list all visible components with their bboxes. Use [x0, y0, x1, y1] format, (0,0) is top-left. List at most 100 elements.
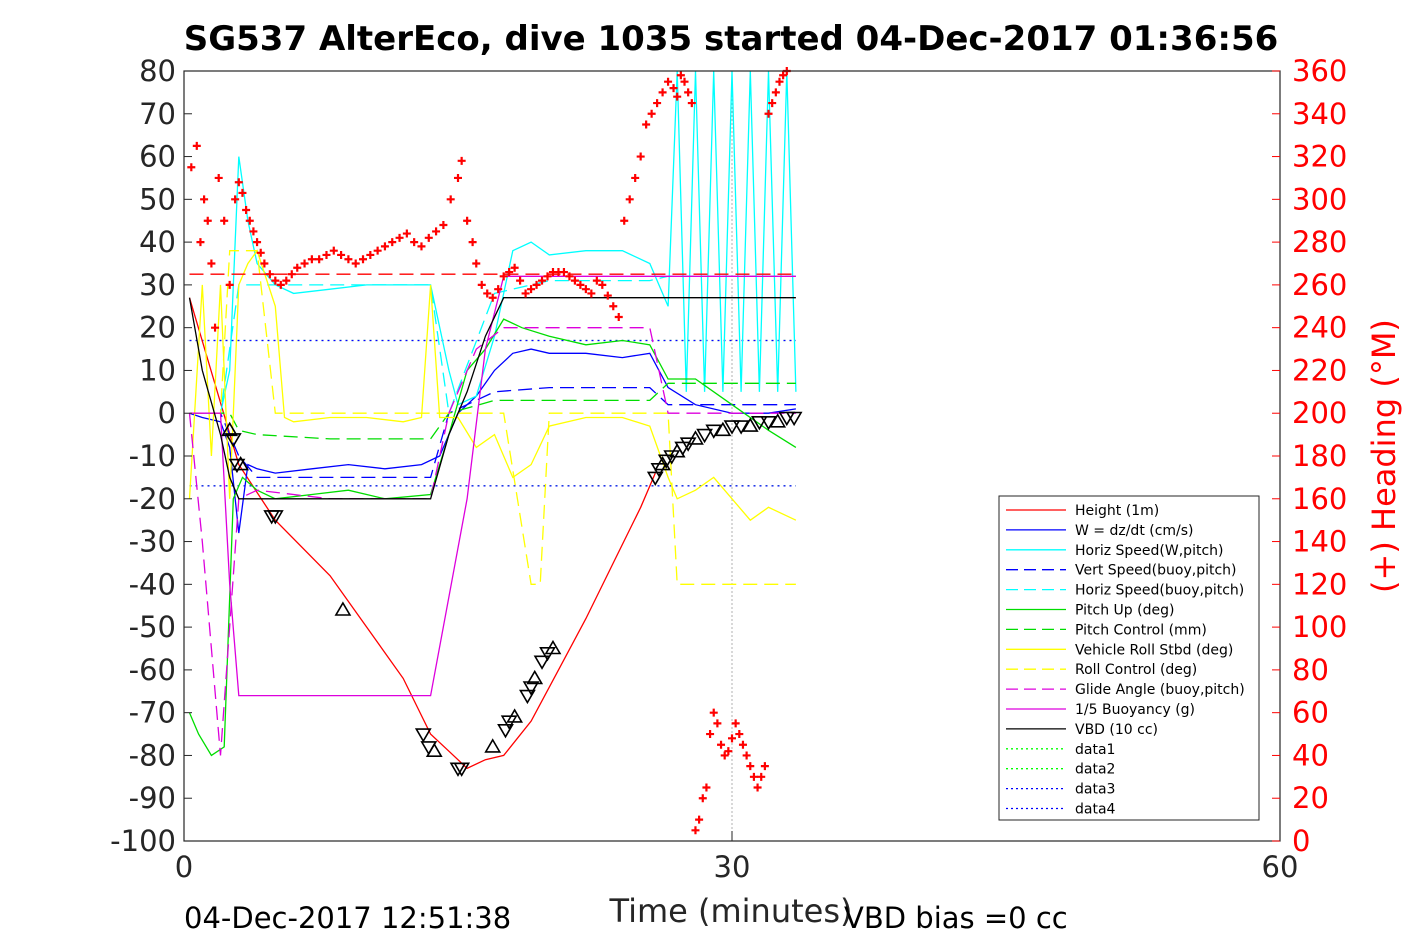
heading-marker: [187, 163, 196, 172]
heading-marker: [653, 99, 662, 108]
heading-marker: [680, 77, 689, 86]
heading-marker: [532, 280, 541, 289]
y-left-tick-label: 30: [139, 268, 176, 302]
heading-marker: [472, 259, 481, 268]
x-tick-label: 60: [1262, 850, 1299, 884]
heading-marker: [417, 242, 426, 251]
y-right-tick-label: 20: [1292, 781, 1329, 815]
vbd-marker: [224, 433, 242, 448]
vbd-marker: [266, 510, 284, 525]
heading-marker: [344, 255, 353, 264]
heading-marker: [749, 772, 758, 781]
heading-marker: [775, 77, 784, 86]
y-axis-right-label: (+) Heading (°M): [1365, 319, 1403, 593]
y-right-tick-label: 220: [1292, 353, 1347, 387]
heading-marker: [742, 751, 751, 760]
heading-marker: [691, 826, 700, 835]
heading-marker: [214, 173, 223, 182]
heading-marker: [687, 99, 696, 108]
legend-label: Glide Angle (buoy,pitch): [1075, 682, 1245, 698]
vbd-marker: [221, 421, 239, 437]
heading-marker: [432, 227, 441, 236]
heading-marker: [527, 285, 536, 294]
vbd-marker: [544, 639, 562, 655]
heading-marker: [351, 259, 360, 268]
heading-marker: [676, 71, 685, 80]
heading-marker: [380, 242, 389, 251]
vbd-marker: [696, 428, 713, 444]
heading-marker: [505, 268, 514, 277]
heading-marker: [738, 740, 747, 749]
legend-label: Vehicle Roll Stbd (deg): [1075, 642, 1233, 658]
vbd-marker: [228, 458, 246, 474]
legend-label: data4: [1075, 802, 1116, 818]
series-line-9: [188, 327, 796, 756]
heading-marker: [271, 276, 280, 285]
vbd-marker: [334, 601, 352, 616]
vbd-marker: [687, 430, 704, 445]
heading-marker: [242, 206, 251, 215]
y-left-tick-label: 20: [139, 311, 176, 345]
vbd-marker: [453, 762, 471, 777]
y-right-tick-label: 240: [1292, 311, 1347, 345]
y-right-tick-label: 160: [1292, 482, 1347, 516]
heading-marker: [249, 227, 258, 236]
y-left-tick-label: -60: [129, 653, 176, 687]
vbd-marker: [657, 454, 675, 469]
y-right-tick-label: 140: [1292, 525, 1347, 559]
heading-marker: [576, 280, 585, 289]
vbd-marker: [732, 420, 750, 435]
y-left-tick-label: 50: [139, 182, 176, 216]
y-right-tick-label: 340: [1292, 97, 1347, 131]
legend-label: Horiz Speed(buoy,pitch): [1075, 583, 1244, 599]
heading-marker: [388, 238, 397, 247]
x-axis: 0 30 60: [175, 831, 1299, 884]
y-left-tick-label: -40: [129, 567, 176, 601]
heading-marker: [702, 783, 711, 792]
x-tick-label: 0: [175, 850, 193, 884]
heading-marker: [771, 88, 780, 97]
heading-marker: [609, 302, 618, 311]
x-tick-label: 30: [714, 850, 751, 884]
heading-marker: [709, 708, 718, 717]
y-right-tick-label: 180: [1292, 439, 1347, 473]
vbd-marker: [526, 669, 544, 685]
y-right-tick-label: 80: [1292, 653, 1329, 687]
heading-marker: [669, 84, 678, 93]
heading-marker: [717, 740, 726, 749]
series-layer: [188, 70, 797, 770]
legend-label: data2: [1075, 762, 1115, 778]
y-left-tick-label: 80: [139, 54, 176, 88]
y-left-tick-label: 40: [139, 225, 176, 259]
heading-marker: [234, 178, 243, 187]
y-right-tick-label: 40: [1292, 738, 1329, 772]
vbd-marker: [506, 708, 524, 723]
y-left-tick-label: -90: [129, 781, 176, 815]
y-left-tick-label: -30: [129, 525, 176, 559]
vbd-marker: [741, 417, 759, 432]
heading-marker: [559, 268, 568, 277]
heading-marker: [695, 815, 704, 824]
heading-marker: [764, 109, 773, 118]
heading-marker: [439, 221, 448, 229]
heading-marker: [463, 216, 472, 225]
vbd-marker: [232, 455, 250, 471]
heading-marker: [543, 272, 552, 281]
heading-marker: [477, 280, 486, 289]
heading-marker: [620, 216, 629, 225]
heading-marker: [592, 276, 601, 285]
left-axis: 80 70 60 50 40 30 20 10 0 -10 -20 -30 -40 -50 -60 -70 -8…: [110, 54, 192, 858]
series-line-3: [189, 386, 796, 479]
vbd-marker: [785, 411, 803, 427]
heading-marker: [220, 216, 229, 225]
y-right-tick-label: 120: [1292, 567, 1347, 601]
heading-marker: [192, 141, 201, 150]
heading-marker: [276, 280, 285, 289]
heading-marker: [337, 250, 346, 259]
y-right-tick-label: 100: [1292, 610, 1347, 644]
chart-title: SG537 AlterEco, dive 1035 started 04-Dec…: [184, 19, 1279, 59]
legend-label: data1: [1075, 742, 1115, 758]
heading-marker: [587, 289, 596, 298]
y-right-tick-label: 320: [1292, 140, 1347, 174]
